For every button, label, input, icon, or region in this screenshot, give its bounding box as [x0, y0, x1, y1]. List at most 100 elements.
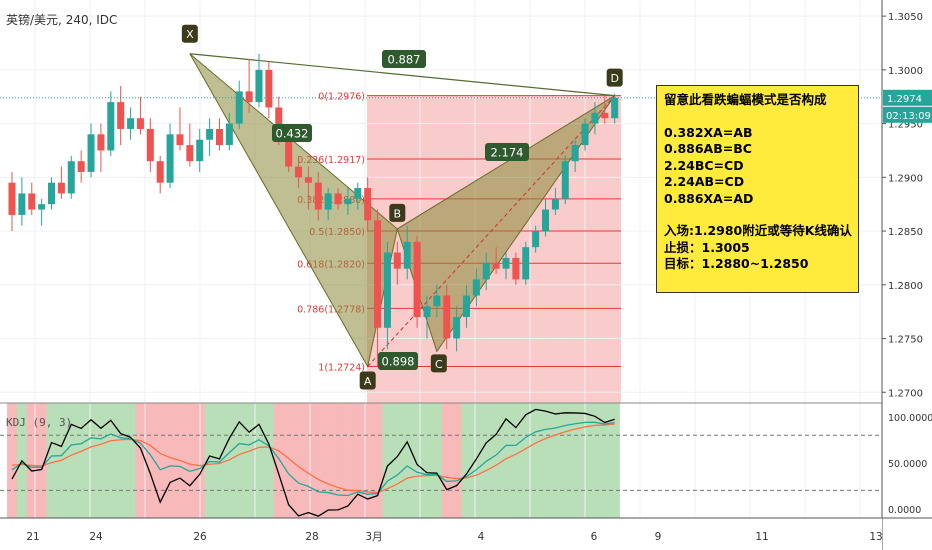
kdj-zone: [263, 403, 275, 518]
kdj-lines: [11, 408, 615, 517]
candle-body: [443, 295, 451, 339]
candle-body: [433, 295, 441, 307]
kdj-zone: [145, 403, 156, 518]
candle-body: [117, 102, 125, 129]
kdj-zone: [303, 403, 314, 518]
kdj-zone: [86, 403, 97, 518]
symbol-name: 英镑/美元: [6, 13, 59, 27]
kdj-zone: [214, 403, 225, 518]
kdj-zone: [352, 403, 364, 518]
candle-body: [285, 139, 293, 167]
candle-body: [354, 188, 362, 199]
candle-body: [156, 161, 164, 183]
kdj-zone: [155, 403, 166, 518]
kdj-zone: [283, 403, 294, 518]
candle-body: [18, 193, 26, 215]
candle-body: [48, 182, 56, 205]
ratio-xd: 0.887: [388, 53, 421, 67]
fib-label: 0.786(1.2778): [297, 304, 365, 315]
kdj-zone: [520, 403, 531, 518]
candle-body: [255, 69, 263, 103]
candle-body: [245, 91, 253, 103]
note-rule: 2.24AB=CD: [664, 174, 745, 189]
kdj-zone: [46, 403, 57, 518]
interval: 240: [65, 13, 89, 27]
point-label-C: C: [435, 358, 443, 371]
countdown-label: 02:13:09: [886, 111, 931, 122]
kdj-d-line: [11, 423, 615, 494]
candle-body: [403, 241, 411, 269]
candle-body: [472, 279, 480, 296]
candle-body: [462, 295, 470, 318]
candle-body: [591, 112, 599, 124]
candle-body: [571, 145, 579, 162]
candle-body: [8, 182, 16, 215]
note-rule: 0.886XA=AD: [664, 190, 754, 206]
kdj-zone: [372, 403, 383, 518]
data-source: IDC: [96, 13, 118, 27]
candles: [8, 53, 619, 367]
kdj-zone: [382, 403, 393, 518]
price-tick-label: 1.2800: [888, 281, 923, 292]
note-entry: 入场:1.2980附近或等待K线确认: [664, 223, 852, 238]
kdj-zone: [441, 403, 452, 518]
price-tick-label: 1.3000: [888, 66, 923, 77]
point-badge: [389, 203, 406, 222]
candle-body: [542, 209, 550, 232]
kdj-zone: [204, 403, 215, 518]
candle-body: [265, 69, 273, 108]
pattern-labels: X A B C D 0.887 0.432 0.898 2.174: [181, 24, 623, 390]
ratio-badge: [272, 124, 312, 142]
candle-body: [28, 193, 36, 210]
candle-body: [344, 198, 352, 205]
kdj-zone: [422, 403, 433, 518]
candle-body: [512, 257, 520, 280]
kdj-background: [7, 403, 620, 518]
kdj-zone: [530, 403, 541, 518]
kdj-zone: [76, 403, 87, 518]
point-label-X: X: [186, 28, 194, 41]
candle-body: [482, 263, 490, 280]
time-tick-label: 13: [869, 531, 882, 543]
candle-body: [532, 231, 540, 248]
point-badge: [606, 68, 623, 87]
kdj-zone: [184, 403, 196, 518]
kdj-zone: [254, 403, 265, 518]
candle-body: [196, 139, 204, 162]
kdj-zone: [510, 403, 522, 518]
kdj-zone: [293, 403, 304, 518]
kdj-zone: [105, 403, 117, 518]
kdj-zone: [234, 403, 245, 518]
kdj-zone: [115, 403, 126, 518]
time-tick-label: 9: [655, 531, 662, 543]
note-rule: 2.24BC=CD: [664, 157, 744, 173]
price-tick-label: 1.3050: [888, 12, 923, 23]
candle-body: [235, 91, 243, 124]
time-axis-bg: [0, 518, 882, 550]
kdj-zone: [36, 403, 47, 518]
point-label-D: D: [610, 72, 618, 85]
time-tick-label: 11: [755, 531, 768, 543]
candle-body: [275, 107, 283, 140]
candle-body: [374, 220, 382, 328]
price-tick-label: 1.2750: [888, 335, 923, 346]
candle-body: [57, 182, 65, 194]
current-price-tag: [883, 89, 932, 106]
point-label-A: A: [364, 375, 372, 388]
candle-body: [324, 193, 332, 210]
kdj-k-line: [11, 421, 615, 497]
kdj-zone: [451, 403, 462, 518]
countdown-tag: [883, 106, 932, 123]
kdj-zone: [461, 403, 472, 518]
candle-body: [215, 128, 223, 146]
kdj-zone: [402, 403, 413, 518]
kdj-zone: [392, 403, 403, 518]
note-rule: 0.886AB=BC: [664, 141, 752, 156]
kdj-zone: [599, 403, 611, 518]
candle-body: [304, 177, 312, 183]
ratio-abc: 0.898: [382, 355, 415, 369]
candle-body: [522, 247, 530, 280]
candle-body: [87, 134, 95, 172]
